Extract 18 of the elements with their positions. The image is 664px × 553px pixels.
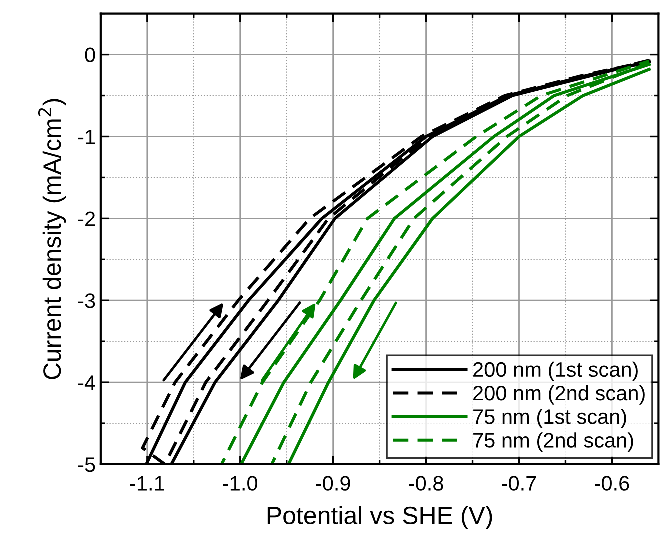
legend-label: 200 nm (2nd scan) <box>474 385 645 405</box>
x-tick-label: -0.7 <box>502 476 536 491</box>
x-axis-title: Potential vs SHE (V) <box>268 506 492 530</box>
x-tick-label: -0.8 <box>409 476 444 491</box>
y-tick-label: -1 <box>78 130 96 144</box>
legend-label: 75 nm (1st scan) <box>474 409 626 428</box>
y-axis-title: Current density (mA/cm$^{2}$) <box>38 99 66 380</box>
y-tick-label: -5 <box>78 458 96 472</box>
y-tick-label: -3 <box>78 294 96 308</box>
legend-label: 200 nm (1st scan) <box>474 362 638 382</box>
x-tick-label: -0.6 <box>595 476 630 491</box>
x-tick-label: -1.1 <box>130 476 164 491</box>
y-tick-label: -2 <box>78 212 96 226</box>
y-tick-label: 0 <box>85 48 96 63</box>
x-tick-label: -0.9 <box>316 476 350 491</box>
x-tick-label: -1.0 <box>223 476 258 491</box>
y-tick-label: -4 <box>78 376 96 390</box>
legend-label: 75 nm (2nd scan) <box>474 432 634 452</box>
